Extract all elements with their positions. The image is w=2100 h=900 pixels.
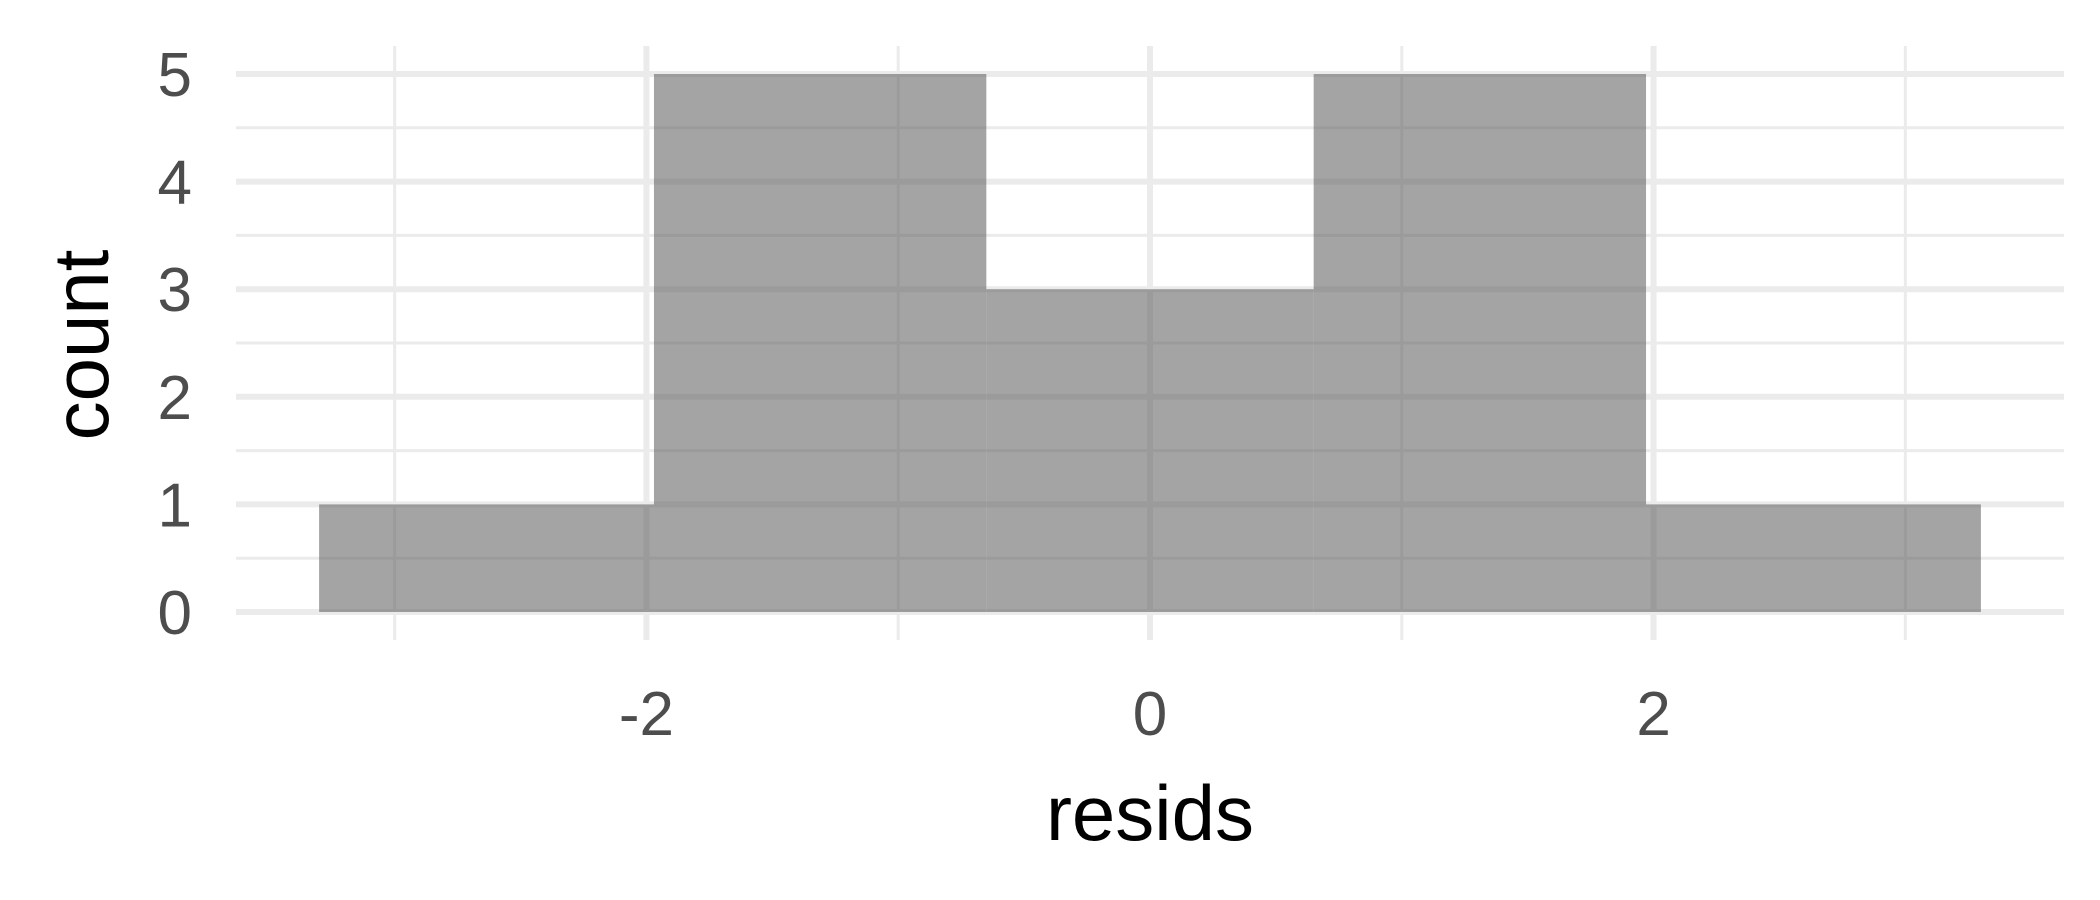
histogram-bars [319, 74, 1981, 612]
x-tick-label: -2 [619, 680, 674, 749]
histogram-bar [319, 504, 654, 612]
y-tick-label: 2 [158, 364, 192, 433]
y-axis-title: count [37, 249, 125, 440]
y-tick-label: 0 [158, 579, 192, 648]
x-tick-label: 2 [1636, 680, 1670, 749]
y-tick-label: 3 [158, 256, 192, 325]
histogram-bar [653, 74, 987, 612]
histogram-bar [1646, 504, 1981, 612]
y-tick-label: 1 [158, 471, 192, 540]
x-tick-label: 0 [1133, 680, 1167, 749]
y-tick-label: 4 [158, 149, 192, 218]
histogram-bar [986, 289, 1314, 612]
x-tick-labels: -2 0 2 [619, 680, 1671, 749]
x-axis-title: resids [1046, 769, 1254, 857]
y-tick-label: 5 [158, 41, 192, 110]
y-tick-labels: 0 1 2 3 4 5 [158, 41, 192, 648]
histogram-bar [1313, 74, 1647, 612]
